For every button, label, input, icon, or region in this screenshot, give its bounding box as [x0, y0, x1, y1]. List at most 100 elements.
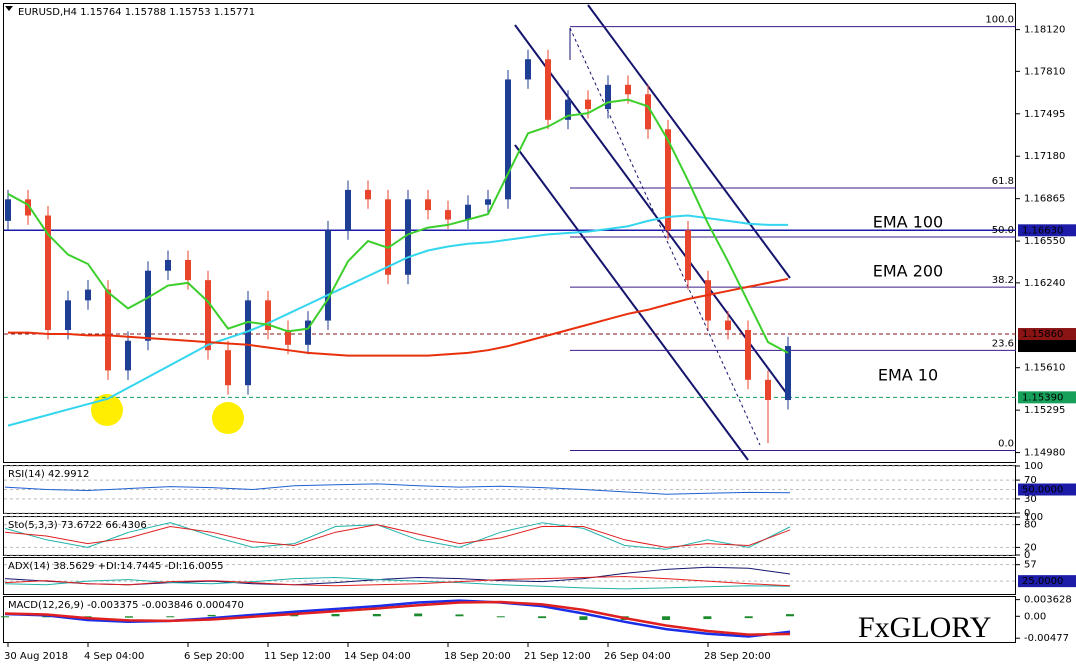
y-tick-label: 100 [1024, 512, 1043, 523]
level-box [1018, 575, 1076, 588]
histogram-bar [662, 616, 671, 620]
level-label: 25.0000 [1022, 576, 1063, 587]
level-label: 1.16630 [1022, 225, 1063, 236]
candle-body [45, 215, 51, 330]
ema-label: EMA 10 [878, 366, 938, 385]
x-tick-label: 18 Sep 20:00 [444, 651, 511, 662]
y-tick-label: 0.00 [1024, 611, 1046, 622]
candle-body [685, 230, 691, 281]
candle-body [745, 329, 751, 380]
candle-body [145, 270, 151, 341]
candle-body [285, 329, 291, 345]
candle-body [365, 189, 371, 200]
histogram-bar [42, 616, 51, 618]
candle-body [665, 129, 671, 231]
candle-body [725, 320, 731, 330]
panel-title: RSI(14) 42.9912 [8, 469, 89, 480]
fib-label: 61.8 [992, 176, 1014, 187]
x-tick-label: 30 Aug 2018 [4, 651, 68, 662]
fib-label: 23.6 [992, 338, 1014, 349]
candle-body [305, 320, 311, 345]
candle-body [425, 199, 431, 211]
candle-body [345, 189, 351, 231]
x-tick-label: 11 Sep 12:00 [264, 651, 331, 662]
histogram-bar [496, 616, 505, 618]
y-tick-label: 1.16240 [1024, 278, 1065, 289]
histogram-bar [703, 616, 712, 620]
candle-body [625, 84, 631, 95]
chart-title: EURUSD,H4 1.15764 1.15788 1.15753 1.1577… [18, 7, 255, 18]
histogram-bar [786, 614, 794, 617]
panel-title: MACD(12,26,9) -0.003375 -0.003846 0.0004… [8, 600, 244, 611]
fib-label: 100.0 [985, 15, 1014, 26]
fib-label: 0.0 [998, 439, 1014, 450]
level-box [1018, 340, 1076, 353]
y-tick-label: 0 [1024, 508, 1030, 519]
y-tick-label: 1.18120 [1024, 25, 1065, 36]
candle-body [705, 280, 711, 321]
indicator-line [4, 577, 791, 590]
candle-body [585, 99, 591, 110]
candle-body [125, 340, 131, 371]
candle-body [5, 199, 11, 221]
y-tick-label: 70 [1024, 475, 1037, 486]
candle-body [385, 199, 391, 275]
histogram-bar [414, 613, 423, 617]
ema-label: EMA 200 [873, 262, 943, 281]
x-tick-label: 14 Sep 04:00 [344, 651, 411, 662]
candle-body [65, 300, 71, 330]
candle-body [445, 210, 451, 220]
logo: FxGLORY [858, 611, 991, 644]
level-box [1018, 483, 1076, 496]
candle-body [325, 230, 331, 321]
candle-body [405, 199, 411, 275]
y-tick-label: 1.16865 [1024, 194, 1065, 205]
y-tick-label: 1.15295 [1024, 405, 1065, 416]
fib-label: 38.2 [992, 275, 1014, 286]
y-tick-label: 30 [1024, 494, 1037, 505]
x-tick-label: 6 Sep 20:00 [184, 651, 244, 662]
fib-trend [569, 27, 761, 446]
level-box [1018, 328, 1076, 341]
x-tick-label: 26 Sep 04:00 [604, 651, 671, 662]
candle-body [185, 259, 191, 281]
x-tick-label: 4 Sep 04:00 [84, 651, 144, 662]
candle-body [85, 289, 91, 301]
histogram-bar [455, 614, 464, 617]
level-label: 1.15771 [1022, 341, 1063, 352]
histogram-bar [538, 616, 547, 619]
candle-body [165, 259, 171, 271]
candle-body [25, 199, 31, 216]
candle-body [485, 199, 491, 205]
histogram-bar [372, 613, 381, 617]
indicator-line [4, 524, 791, 548]
histogram-bar [744, 616, 753, 619]
candle-body [205, 280, 211, 351]
indicator-line [4, 576, 791, 587]
y-tick-label: 57 [1024, 560, 1037, 571]
candle-body [785, 346, 791, 401]
y-tick-label: 1.14980 [1024, 448, 1065, 459]
candle-body [245, 300, 251, 386]
y-tick-label: -0.00477 [1024, 633, 1069, 644]
level-label: 1.15860 [1022, 329, 1063, 340]
y-tick-label: 80 [1024, 520, 1037, 531]
ema-line [7, 98, 789, 354]
y-tick-label: 0 [1024, 550, 1030, 561]
histogram-bar [579, 616, 588, 620]
histogram-bar [331, 613, 340, 617]
highlight-circle [212, 402, 244, 434]
histogram-bar [207, 614, 216, 617]
panel-title: Sto(5,3,3) 73.6722 66.4306 [8, 520, 147, 531]
macd-line [4, 600, 791, 636]
y-tick-label: 1.15610 [1024, 363, 1065, 374]
panel-title: ADX(14) 38.5629 +DI:14.7445 -DI:16.0055 [8, 561, 224, 572]
y-tick-label: 1.17180 [1024, 151, 1065, 162]
y-tick-label: 100 [1024, 461, 1043, 472]
candle-body [465, 204, 471, 220]
level-label: 1.15390 [1022, 392, 1063, 403]
candle-body [605, 84, 611, 110]
y-tick-label: 1.17810 [1024, 66, 1065, 77]
candle-body [645, 94, 651, 130]
